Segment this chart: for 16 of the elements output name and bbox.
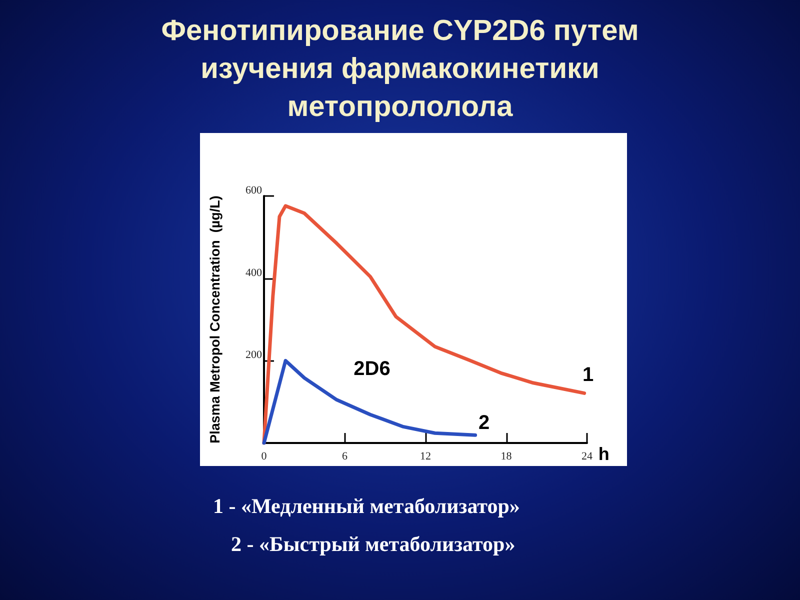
x-tick-label: 12 bbox=[420, 450, 431, 462]
x-tick-label: 18 bbox=[500, 450, 512, 462]
x-axis-title: h bbox=[598, 444, 610, 464]
chart-title: Фенотипирование CYP2D6 путем изучения фармакокинетики метопрололола bbox=[160, 14, 640, 125]
text: 1 - «Медленный метаболизатор» bbox=[213, 494, 521, 519]
x-tick-label: 24 bbox=[582, 450, 593, 462]
y-tick-label: 600 bbox=[246, 184, 262, 196]
x-tick-label: 6 bbox=[342, 450, 348, 462]
x-tick-label: 0 bbox=[261, 450, 268, 462]
annotation: 2 bbox=[478, 412, 490, 434]
y-axis-title: Plasma Metropol Concentration (µg/L) bbox=[208, 196, 222, 444]
y-tick-label: 400 bbox=[246, 266, 262, 279]
text: 2 - «Быстрый метаболизатор» bbox=[231, 532, 516, 557]
annotation: 2D6 bbox=[354, 358, 390, 380]
y-tick-label: 200 bbox=[246, 349, 262, 362]
annotation: 1 bbox=[582, 364, 594, 386]
